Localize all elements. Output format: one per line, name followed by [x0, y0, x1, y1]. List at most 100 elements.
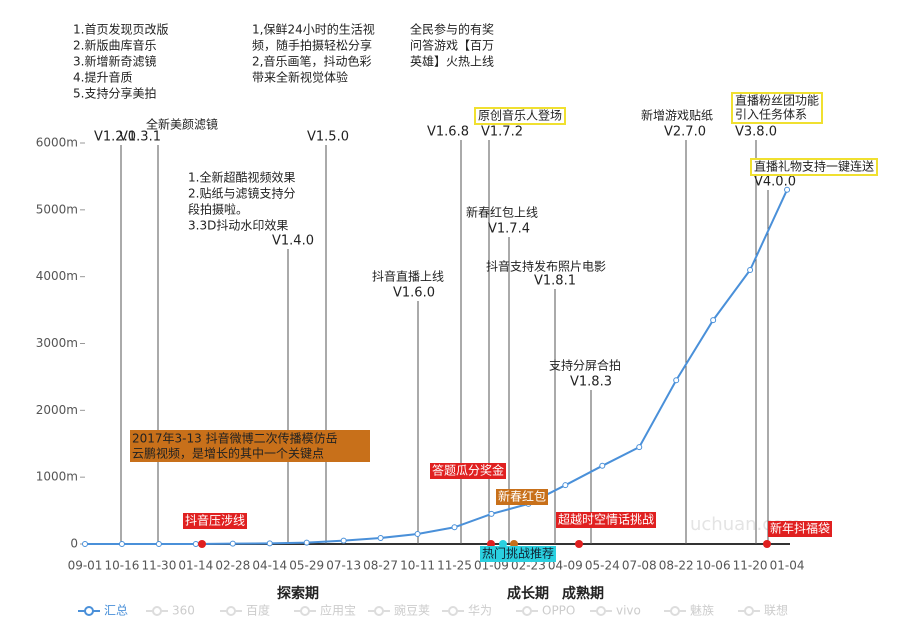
version-label: V4.0.0 — [754, 175, 796, 190]
legend-dot — [300, 606, 310, 616]
legend-dot — [448, 606, 458, 616]
top-note: 英雄】火热上线 — [410, 54, 494, 69]
x-tick-label: 11-30 — [141, 559, 176, 573]
y-tick-label: 6000m — [36, 136, 78, 150]
point — [82, 541, 88, 547]
version-note: 直播粉丝团功能 — [735, 94, 819, 108]
version-note: 原创音乐人登场 — [478, 108, 562, 123]
top-note: 4.提升音质 — [73, 70, 132, 85]
event-dot — [575, 540, 583, 548]
top-note: 5.支持分享美拍 — [73, 86, 156, 101]
note-highlight — [474, 107, 566, 125]
x-tick-label: 07-08 — [622, 559, 657, 573]
x-tick-label: 09-01 — [68, 559, 103, 573]
top-note: 1.首页发现页改版 — [73, 22, 168, 37]
x-tick-label: 10-11 — [400, 559, 435, 573]
version-note: 1.全新超酷视频效果 — [188, 170, 295, 185]
point — [377, 534, 384, 541]
point — [599, 462, 606, 469]
version-label: V1.2.0 — [94, 130, 136, 145]
legend-dot — [226, 606, 236, 616]
point — [747, 266, 754, 273]
point — [229, 540, 236, 547]
version-label: V1.3.1 — [119, 130, 161, 145]
version-label: V1.7.2 — [481, 125, 523, 140]
x-tick-label: 01-14 — [178, 559, 213, 573]
x-tick-label: 01-04 — [770, 559, 805, 573]
y-tick-label: 3000m — [36, 336, 78, 350]
event-box — [480, 546, 556, 562]
event-label: 热门挑战推荐 — [482, 546, 554, 561]
event-box — [768, 521, 832, 537]
version-note: 直播礼物支持一键连送 — [754, 159, 874, 174]
top-note: 1,保鲜24小时的生活视 — [252, 22, 375, 37]
phase-label: 探索期 — [277, 585, 319, 602]
x-tick-label: 04-14 — [252, 559, 287, 573]
x-tick-label: 08-22 — [659, 559, 694, 573]
top-note: 3.新增新奇滤镜 — [73, 54, 156, 69]
key-note: 2017年3-13 抖音微博二次传播模仿岳 — [132, 431, 338, 446]
legend-label: vivo — [616, 604, 641, 618]
event-box — [183, 513, 247, 529]
event-dot — [763, 540, 771, 548]
top-note: 2,音乐画笔，抖动色彩 — [252, 54, 371, 69]
legend-label: 360 — [172, 604, 195, 618]
line-series — [85, 189, 788, 545]
version-label: V1.6.8 — [427, 125, 469, 140]
phase-label: 成长期 — [507, 585, 549, 602]
point — [451, 524, 458, 531]
x-tick-label: 10-16 — [105, 559, 140, 573]
legend-label: 魅族 — [690, 603, 714, 618]
legend-label: 百度 — [246, 603, 270, 618]
point — [784, 186, 791, 193]
point — [710, 317, 717, 324]
legend-label: 豌豆荚 — [394, 603, 430, 618]
legend-label: 华为 — [468, 604, 492, 618]
event-box — [430, 463, 506, 479]
version-label: V1.8.1 — [534, 274, 576, 289]
point — [673, 377, 680, 384]
x-tick-label: 11-20 — [733, 559, 768, 573]
top-note: 问答游戏【百万 — [410, 38, 494, 53]
legend-dot — [670, 606, 680, 616]
y-tick-label: 0 — [70, 537, 78, 551]
legend-dot — [84, 606, 94, 616]
key-note-box — [130, 430, 370, 462]
version-note: 新增游戏贴纸 — [641, 108, 713, 123]
x-tick-label: 08-27 — [363, 559, 398, 573]
top-note: 全民参与的有奖 — [410, 22, 494, 37]
top-note: 带来全新视觉体验 — [252, 70, 348, 85]
legend-dot — [374, 606, 384, 616]
version-label: V3.8.0 — [735, 125, 777, 140]
event-box — [556, 512, 656, 528]
version-note: 引入任务体系 — [735, 107, 807, 122]
point — [414, 530, 421, 537]
event-label: 答题瓜分奖金 — [432, 463, 504, 478]
event-label: 超越时空情话挑战 — [558, 512, 654, 527]
legend-dot — [152, 606, 162, 616]
version-label: V1.5.0 — [307, 130, 349, 145]
version-note: 3.3D抖动水印效果 — [188, 218, 288, 233]
key-note: 云鹏视频，是增长的其中一个关键点 — [132, 446, 324, 461]
top-note: 2.新版曲库音乐 — [73, 38, 156, 53]
legend-label: OPPO — [542, 604, 575, 618]
version-label: V1.8.3 — [570, 375, 612, 390]
phase-label: 成熟期 — [562, 585, 604, 602]
version-label: V1.6.0 — [393, 286, 435, 301]
version-label: V2.7.0 — [664, 125, 706, 140]
point — [118, 541, 125, 547]
legend-label: 应用宝 — [320, 603, 356, 618]
version-note: 全新美颜滤镜 — [146, 117, 218, 132]
y-tick-label: 1000m — [36, 470, 78, 484]
point — [303, 539, 310, 546]
version-note: 抖音支持发布照片电影 — [486, 259, 606, 274]
version-label: V1.7.4 — [488, 222, 530, 237]
x-tick-label: 05-29 — [289, 559, 324, 573]
version-note: 抖音直播上线 — [372, 269, 444, 284]
event-label: 抖音压涉线 — [185, 513, 245, 528]
legend-label: 联想 — [764, 603, 788, 618]
note-highlight — [731, 92, 823, 124]
x-tick-label: 04-09 — [548, 559, 583, 573]
x-tick-label: 07-13 — [326, 559, 361, 573]
